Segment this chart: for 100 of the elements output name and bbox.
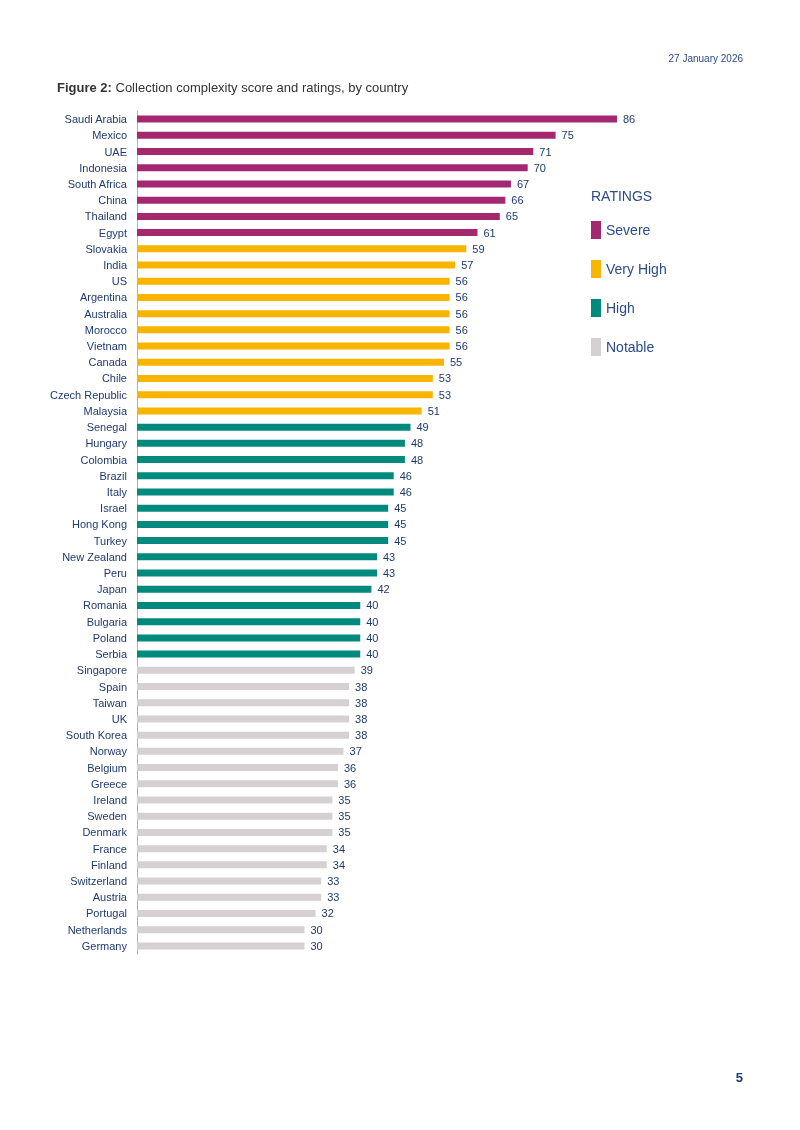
bar [137, 277, 450, 285]
y-tick-label: Malaysia [83, 404, 128, 417]
data-label: 38 [355, 712, 368, 725]
data-label: 43 [383, 567, 396, 580]
data-label: 33 [327, 891, 340, 904]
legend-label: High [606, 300, 635, 316]
bar [137, 861, 327, 869]
data-label: 38 [355, 696, 368, 709]
legend-label: Severe [606, 222, 651, 238]
legend-title: RATINGS [591, 188, 653, 204]
y-tick-label: China [98, 194, 128, 207]
bar [137, 261, 456, 269]
data-label: 56 [455, 340, 468, 353]
bar [137, 666, 355, 674]
bar [137, 699, 350, 707]
bar [137, 456, 405, 464]
y-tick-label: Mexico [92, 129, 127, 142]
data-label: 30 [310, 939, 323, 952]
bar [137, 423, 411, 431]
data-label: 35 [338, 793, 351, 806]
y-tick-label: Argentina [79, 291, 128, 304]
bar [137, 310, 450, 318]
data-label: 59 [472, 242, 485, 255]
data-label: 70 [533, 161, 546, 174]
y-tick-label: Saudi Arabia [64, 113, 128, 126]
bar [137, 715, 350, 723]
bar [137, 845, 327, 853]
data-label: 35 [338, 826, 351, 839]
y-tick-label: Romania [82, 599, 128, 612]
y-tick-label: France [92, 842, 127, 855]
y-tick-label: Spain [98, 680, 127, 693]
data-label: 56 [455, 275, 468, 288]
bar [137, 212, 500, 220]
y-tick-label: New Zealand [62, 550, 127, 563]
data-label: 57 [461, 259, 474, 272]
y-tick-label: Norway [89, 745, 128, 758]
data-label: 37 [349, 745, 362, 758]
y-tick-label: Switzerland [70, 875, 127, 888]
bar [137, 358, 444, 366]
y-tick-label: Slovakia [85, 242, 128, 255]
data-label: 42 [377, 583, 390, 596]
y-tick-label: Netherlands [67, 923, 128, 936]
data-label: 33 [327, 875, 340, 888]
bar [137, 504, 389, 512]
bar [137, 326, 450, 334]
data-label: 48 [410, 453, 424, 466]
data-label: 36 [343, 777, 357, 790]
y-tick-label: Hong Kong [71, 518, 127, 531]
y-tick-label: Denmark [82, 826, 128, 839]
bar [137, 877, 322, 885]
bar [137, 731, 350, 739]
bar [137, 164, 528, 172]
y-tick-label: Sweden [87, 810, 127, 823]
bar [137, 407, 422, 415]
y-tick-label: Colombia [80, 453, 128, 466]
y-tick-label: Ireland [93, 793, 127, 806]
data-label: 30 [310, 923, 323, 936]
y-tick-label: UK [111, 712, 128, 725]
bar [137, 650, 361, 658]
bar [137, 942, 305, 950]
bar [137, 229, 478, 237]
bar [137, 148, 534, 156]
y-tick-label: Hungary [85, 437, 128, 450]
data-label: 45 [394, 502, 407, 515]
bar [137, 472, 394, 480]
bar [137, 764, 338, 772]
data-label: 51 [427, 404, 440, 417]
data-label: 46 [399, 469, 412, 482]
bar [137, 812, 333, 820]
bar [137, 909, 316, 917]
bar [137, 747, 344, 755]
bar [137, 342, 450, 350]
y-tick-label: Italy [106, 485, 128, 498]
text: 27 January 2026 [668, 52, 744, 64]
data-label: 56 [455, 291, 468, 304]
data-label: 38 [355, 680, 368, 693]
legend-label: Notable [606, 339, 655, 355]
bar [137, 196, 506, 204]
y-tick-label: Greece [90, 777, 127, 790]
bar [137, 601, 361, 609]
data-label: 75 [561, 129, 574, 142]
bar [137, 245, 467, 253]
data-label: 55 [449, 356, 463, 369]
data-label: 40 [366, 615, 379, 628]
y-tick-label: UAE [104, 145, 127, 158]
data-label: 40 [366, 599, 379, 612]
y-tick-label: Israel [100, 502, 127, 515]
bar [137, 634, 361, 642]
y-tick-label: Portugal [86, 907, 127, 920]
bar [137, 893, 322, 901]
y-tick-label: Finland [90, 858, 127, 871]
bar [137, 115, 617, 123]
data-label: 46 [399, 485, 412, 498]
y-tick-label: Egypt [98, 226, 127, 239]
legend-label: Very High [606, 261, 667, 277]
y-tick-label: Turkey [93, 534, 128, 547]
data-label: 56 [455, 307, 468, 320]
y-tick-label: South Africa [67, 177, 128, 190]
data-label: 40 [366, 631, 379, 644]
y-tick-label: Peru [103, 567, 127, 580]
